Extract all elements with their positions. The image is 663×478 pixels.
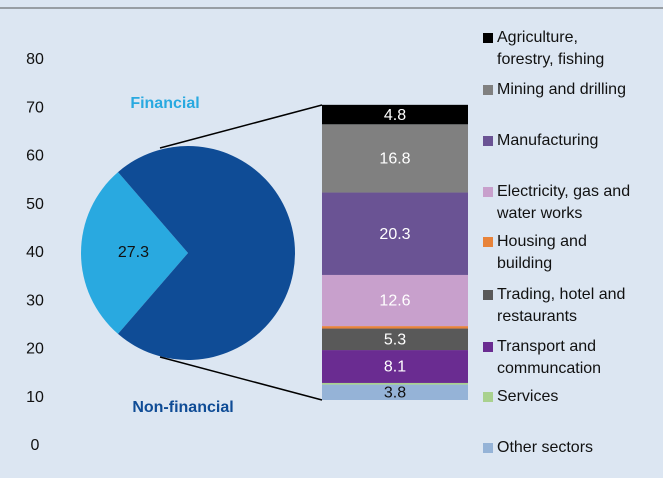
bar-segment <box>322 192 468 275</box>
legend-label: Services <box>497 388 559 405</box>
legend-label: Manufacturing <box>497 132 599 149</box>
bar-segment <box>322 384 468 400</box>
legend-swatch <box>483 237 493 247</box>
bar-segment <box>322 350 468 383</box>
legend-label: Transport and communcation <box>497 338 602 377</box>
bar-segment <box>322 274 468 327</box>
legend-swatch <box>483 85 493 95</box>
legend-swatch <box>483 136 493 146</box>
bar-segment <box>322 104 468 125</box>
bar-value-label: 5.3 <box>384 332 406 349</box>
legend-label: Housing and building <box>497 233 587 272</box>
y-tick-label: 30 <box>26 292 44 309</box>
bar-segment <box>322 326 468 329</box>
bar-segment <box>322 328 468 351</box>
y-tick-label: 70 <box>26 99 44 116</box>
legend-swatch <box>483 33 493 43</box>
connector-line <box>159 104 323 149</box>
legend-label: Other sectors <box>497 439 594 456</box>
bar-value-label: 4.8 <box>384 107 406 124</box>
legend-swatch <box>483 392 493 402</box>
legend-label: Mining and drilling <box>497 81 626 98</box>
pie-category-label: Non-financial <box>132 399 233 416</box>
y-tick-label: 0 <box>31 437 40 454</box>
y-tick-label: 10 <box>26 389 44 406</box>
bar-value-label: 12.6 <box>379 293 410 310</box>
bar-value-label: 20.3 <box>379 226 410 243</box>
connector-line <box>159 356 323 401</box>
legend-swatch <box>483 443 493 453</box>
bar-value-label: 16.8 <box>379 151 410 168</box>
bar-value-label: 3.8 <box>384 385 406 402</box>
pie-category-label: Financial <box>130 95 199 112</box>
bar-value-label: 8.1 <box>384 359 406 376</box>
y-tick-label: 50 <box>26 196 44 213</box>
bar-segment <box>322 124 468 193</box>
legend-label: Agriculture, forestry, fishing <box>497 29 605 68</box>
pie-value-label: 27.3 <box>118 244 149 261</box>
y-tick-label: 40 <box>26 244 44 261</box>
y-tick-label: 20 <box>26 341 44 358</box>
pie-slice <box>117 145 295 360</box>
y-tick-label: 80 <box>26 51 44 68</box>
pie-slice <box>80 172 188 334</box>
legend-swatch <box>483 342 493 352</box>
legend-swatch <box>483 290 493 300</box>
legend-swatch <box>483 187 493 197</box>
y-tick-label: 60 <box>26 148 44 165</box>
legend-label: Electricity, gas and water works <box>497 183 631 222</box>
legend-label: Trading, hotel and restaurants <box>497 286 626 325</box>
bar-segment <box>322 382 468 385</box>
